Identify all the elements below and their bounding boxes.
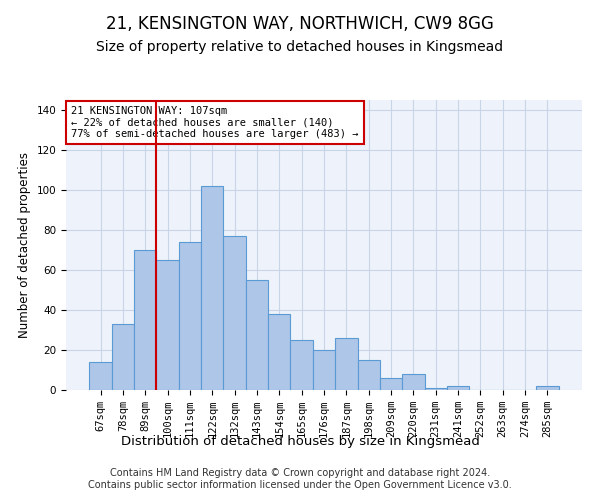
Bar — [112, 324, 134, 390]
Bar — [447, 386, 469, 390]
Bar — [313, 350, 335, 390]
Y-axis label: Number of detached properties: Number of detached properties — [18, 152, 31, 338]
Bar — [246, 280, 268, 390]
Bar — [157, 260, 179, 390]
Bar — [179, 242, 201, 390]
Bar — [268, 314, 290, 390]
Bar — [89, 362, 112, 390]
Bar — [201, 186, 223, 390]
Bar — [358, 360, 380, 390]
Bar — [134, 250, 157, 390]
Text: Size of property relative to detached houses in Kingsmead: Size of property relative to detached ho… — [97, 40, 503, 54]
Text: Distribution of detached houses by size in Kingsmead: Distribution of detached houses by size … — [121, 435, 479, 448]
Bar — [425, 388, 447, 390]
Bar — [402, 374, 425, 390]
Bar — [335, 338, 358, 390]
Bar — [290, 340, 313, 390]
Bar — [223, 236, 246, 390]
Text: 21, KENSINGTON WAY, NORTHWICH, CW9 8GG: 21, KENSINGTON WAY, NORTHWICH, CW9 8GG — [106, 15, 494, 33]
Bar — [380, 378, 402, 390]
Text: Contains HM Land Registry data © Crown copyright and database right 2024.
Contai: Contains HM Land Registry data © Crown c… — [88, 468, 512, 490]
Bar — [536, 386, 559, 390]
Text: 21 KENSINGTON WAY: 107sqm
← 22% of detached houses are smaller (140)
77% of semi: 21 KENSINGTON WAY: 107sqm ← 22% of detac… — [71, 106, 359, 139]
